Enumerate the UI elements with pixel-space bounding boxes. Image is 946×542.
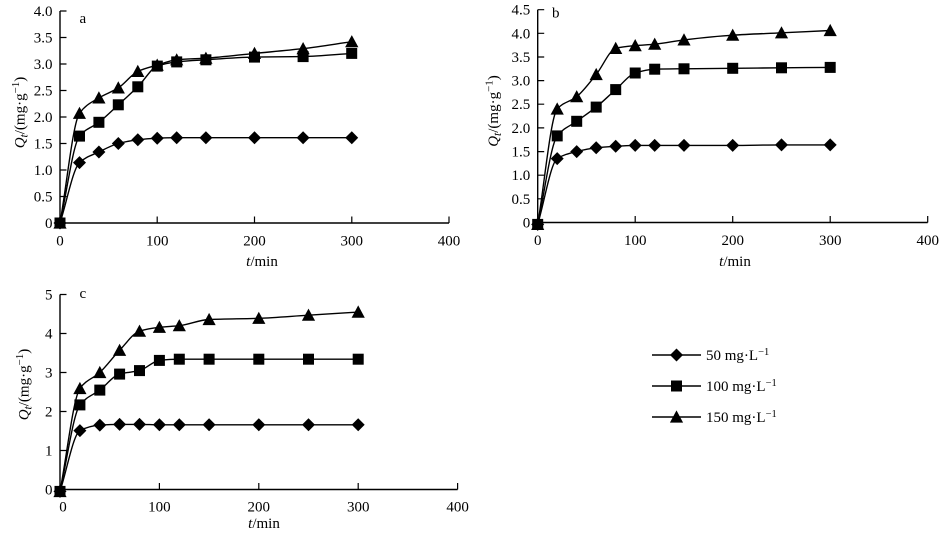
svg-text:2.5: 2.5 — [34, 84, 53, 100]
svg-text:b: b — [552, 6, 560, 22]
svg-text:1: 1 — [45, 444, 53, 460]
svg-text:2.5: 2.5 — [511, 97, 530, 113]
svg-text:50 mg·L−1: 50 mg·L−1 — [706, 347, 769, 364]
svg-text:0: 0 — [56, 234, 64, 250]
svg-text:c: c — [80, 286, 87, 302]
svg-text:1.0: 1.0 — [511, 168, 530, 184]
svg-text:100 mg·L−1: 100 mg·L−1 — [706, 378, 777, 395]
svg-text:0.5: 0.5 — [511, 192, 530, 208]
svg-text:100: 100 — [624, 233, 647, 249]
svg-text:4.5: 4.5 — [511, 3, 530, 19]
svg-text:0.5: 0.5 — [34, 190, 53, 206]
svg-text:200: 200 — [248, 500, 271, 516]
svg-text:1.5: 1.5 — [511, 145, 530, 161]
svg-text:0: 0 — [534, 233, 542, 249]
svg-text:3.0: 3.0 — [34, 57, 53, 73]
svg-text:100: 100 — [148, 500, 171, 516]
svg-text:Qt/(mg·g−1): Qt/(mg·g−1) — [484, 75, 505, 147]
svg-text:4.0: 4.0 — [34, 4, 53, 20]
svg-text:3: 3 — [45, 366, 53, 382]
svg-text:Qt/(mg·g−1): Qt/(mg·g−1) — [10, 77, 31, 149]
svg-text:3.5: 3.5 — [34, 31, 53, 47]
svg-text:400: 400 — [916, 233, 939, 249]
svg-text:1.0: 1.0 — [34, 163, 53, 179]
svg-text:300: 300 — [341, 234, 364, 250]
svg-text:t/min: t/min — [246, 254, 278, 270]
svg-text:300: 300 — [347, 500, 370, 516]
svg-text:5: 5 — [45, 288, 53, 304]
svg-text:2.0: 2.0 — [34, 110, 53, 126]
svg-text:3.0: 3.0 — [511, 74, 530, 90]
svg-text:Qt/(mg·g−1): Qt/(mg·g−1) — [14, 349, 35, 421]
svg-text:3.5: 3.5 — [511, 50, 530, 66]
svg-text:300: 300 — [819, 233, 842, 249]
svg-text:t/min: t/min — [248, 516, 280, 532]
svg-text:0: 0 — [45, 216, 53, 232]
svg-text:2.0: 2.0 — [511, 121, 530, 137]
svg-text:150 mg·L−1: 150 mg·L−1 — [706, 409, 777, 426]
svg-text:0: 0 — [59, 500, 67, 516]
svg-text:0: 0 — [523, 216, 531, 232]
svg-text:400: 400 — [438, 234, 461, 250]
svg-text:1.5: 1.5 — [34, 137, 53, 153]
svg-text:a: a — [80, 11, 87, 27]
svg-text:400: 400 — [446, 500, 469, 516]
svg-text:0: 0 — [45, 483, 53, 499]
svg-text:200: 200 — [243, 234, 266, 250]
svg-text:t/min: t/min — [719, 254, 751, 270]
svg-text:200: 200 — [721, 233, 744, 249]
svg-text:2: 2 — [45, 405, 53, 421]
svg-text:100: 100 — [146, 234, 169, 250]
svg-text:4.0: 4.0 — [511, 26, 530, 42]
svg-text:4: 4 — [45, 327, 53, 343]
